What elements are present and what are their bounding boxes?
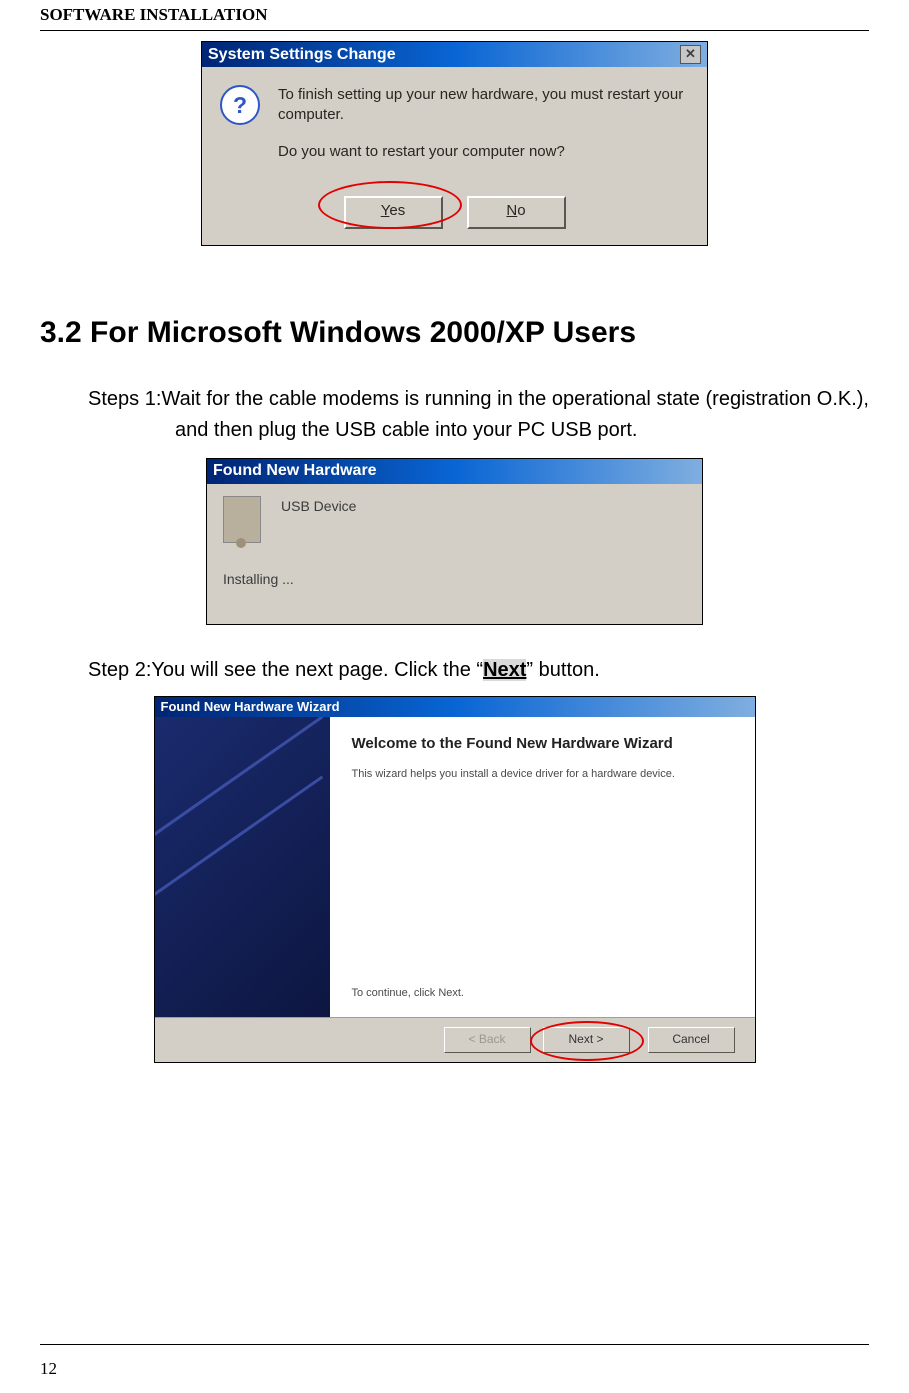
found-hardware-wizard: Found New Hardware Wizard Welcome to the…	[154, 696, 756, 1063]
close-icon[interactable]: ✕	[680, 45, 701, 64]
usb-device-icon	[223, 496, 261, 543]
dialog2-device: USB Device	[281, 498, 356, 514]
divider-bottom	[40, 1344, 869, 1345]
wizard-subtext: This wizard helps you install a device d…	[352, 767, 733, 781]
page-header: SOFTWARE INSTALLATION	[40, 0, 869, 30]
dialog1-title: System Settings Change	[208, 46, 396, 64]
dialog2-status: Installing ...	[223, 571, 702, 587]
wizard-sidebar-graphic	[155, 717, 330, 1017]
wizard-footer: < Back Next > Cancel	[155, 1017, 755, 1062]
step2-text: Step 2:You will see the next page. Click…	[88, 659, 869, 682]
system-settings-dialog: System Settings Change ✕ ? To finish set…	[201, 41, 708, 246]
wizard-title: Found New Hardware Wizard	[161, 699, 340, 714]
found-hardware-popup: Found New Hardware USB Device Installing…	[206, 458, 703, 625]
wizard-continue: To continue, click Next.	[352, 987, 465, 999]
wizard-titlebar: Found New Hardware Wizard	[155, 697, 755, 717]
no-button[interactable]: No	[467, 196, 566, 229]
cancel-button[interactable]: Cancel	[648, 1027, 735, 1053]
next-button[interactable]: Next >	[543, 1027, 630, 1053]
dialog2-title: Found New Hardware	[213, 462, 377, 480]
divider-top	[40, 30, 869, 31]
page-number: 12	[40, 1359, 57, 1379]
dialog1-titlebar: System Settings Change ✕	[202, 42, 707, 67]
dialog2-titlebar: Found New Hardware	[207, 459, 702, 484]
section-heading: 3.2 For Microsoft Windows 2000/XP Users	[40, 316, 869, 350]
question-icon: ?	[220, 85, 260, 125]
wizard-heading: Welcome to the Found New Hardware Wizard	[352, 735, 733, 753]
dialog1-line2: Do you want to restart your computer now…	[278, 142, 689, 162]
back-button[interactable]: < Back	[444, 1027, 531, 1053]
dialog1-body: ? To finish setting up your new hardware…	[202, 67, 707, 245]
dialog1-line1: To finish setting up your new hardware, …	[278, 85, 689, 124]
yes-button[interactable]: Yes	[344, 196, 443, 229]
step1-text: Steps 1:Wait for the cable modems is run…	[88, 384, 869, 446]
